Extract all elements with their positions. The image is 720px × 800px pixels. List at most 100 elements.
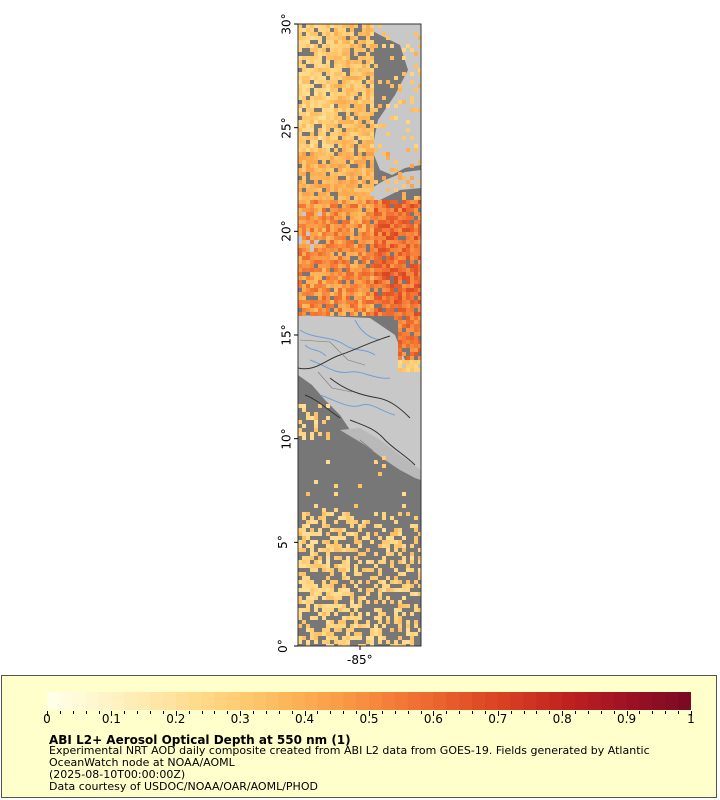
colorbar-minor-tick <box>420 711 422 714</box>
colorbar-segment <box>265 692 280 710</box>
colorbar-minor-tick <box>433 711 435 716</box>
colorbar-minor-tick <box>484 711 486 714</box>
colorbar-segment <box>124 692 138 710</box>
colorbar-minor-tick <box>343 711 345 714</box>
colorbar-minor-tick <box>278 711 280 714</box>
colorbar-segment <box>369 692 383 710</box>
colorbar-minor-tick <box>47 711 48 716</box>
colorbar-minor-tick <box>98 711 100 714</box>
colorbar-minor-tick <box>265 711 267 714</box>
colorbar-minor-tick <box>678 711 680 714</box>
colorbar-segment <box>85 692 100 710</box>
colorbar-minor-tick <box>472 711 474 714</box>
colorbar-tick-label: 0.8 <box>552 712 572 726</box>
colorbar-tick-label: 0.2 <box>166 712 186 726</box>
colorbar-minor-tick <box>137 711 139 714</box>
colorbar-minor-tick <box>691 711 692 716</box>
colorbar-segment <box>59 692 74 710</box>
colorbar-segment <box>472 692 486 710</box>
admin-lines <box>299 339 381 466</box>
colorbar-segment <box>407 692 422 710</box>
colorbar-minor-tick <box>459 711 461 714</box>
colorbar-segment <box>562 692 576 710</box>
aod-map[interactable] <box>0 0 720 672</box>
colorbar-segment <box>420 692 434 710</box>
colorbar-minor-tick <box>175 711 177 716</box>
colorbar-segment <box>394 692 409 710</box>
colorbar-minor-tick <box>85 711 87 714</box>
colorbar-minor-tick <box>510 711 512 714</box>
colorbar-minor-tick <box>497 711 499 716</box>
colorbar-segment <box>291 692 306 710</box>
colorbar-minor-tick <box>369 711 370 716</box>
colorbar-minor-tick <box>665 711 667 714</box>
colorbar-segment <box>381 692 396 710</box>
colorbar-minor-tick <box>253 711 255 714</box>
colorbar-minor-tick <box>150 711 152 714</box>
colorbar-segment <box>317 692 331 710</box>
colorbar-segment <box>613 692 628 710</box>
colorbar-segment <box>188 692 203 710</box>
colorbar-minor-tick <box>600 711 602 714</box>
colorbar-minor-tick <box>381 711 383 714</box>
colorbar-minor-tick <box>549 711 551 714</box>
colorbar-segment <box>162 692 177 710</box>
land-isthmus <box>340 428 421 480</box>
colorbar-minor-tick <box>111 711 113 716</box>
lat-label-30: 30° <box>279 13 294 35</box>
lat-label-15: 15° <box>279 324 294 346</box>
colorbar-tick-label: 1 <box>687 712 695 726</box>
colorbar-segment <box>523 692 538 710</box>
colorbar-segment <box>356 692 370 710</box>
colorbar-segment <box>433 692 447 710</box>
colorbar-minor-tick <box>407 711 409 714</box>
colorbar-segment <box>227 692 241 710</box>
colorbar-minor-tick <box>626 711 628 716</box>
colorbar-segment <box>137 692 151 710</box>
legend-title: ABI L2+ Aerosol Optical Depth at 550 nm … <box>49 733 351 747</box>
lat-label-0: 0° <box>275 639 290 653</box>
map-area: 30° 25° 20° 15° 10° 5° 0° -85° <box>0 0 720 672</box>
colorbar-minor-tick <box>227 711 229 714</box>
colorbar-segment <box>72 692 87 710</box>
colorbar-minor-tick <box>291 711 293 714</box>
lat-label-25: 25° <box>279 117 294 139</box>
colorbar-segment <box>497 692 512 710</box>
colorbar-segment <box>240 692 254 710</box>
colorbar-minor-tick <box>330 711 332 714</box>
colorbar-segment <box>304 692 319 710</box>
colorbar-minor-tick <box>201 711 203 714</box>
lat-label-20: 20° <box>279 220 294 242</box>
lat-label-5: 5° <box>275 535 290 550</box>
colorbar <box>47 692 691 710</box>
colorbar-tick-label: 0.3 <box>230 712 250 726</box>
colorbar-segment <box>150 692 164 710</box>
colorbar-minor-tick <box>72 711 74 714</box>
land-central-america <box>298 315 421 480</box>
colorbar-tick-label: 0.5 <box>359 712 379 726</box>
country-borders <box>298 335 416 466</box>
colorbar-segment <box>201 692 216 710</box>
colorbar-segment <box>639 692 653 710</box>
colorbar-minor-tick <box>523 711 525 714</box>
legend-panel: 0 0.1 0.2 0.3 0.4 0.5 0.6 0.7 0.8 0.9 1 … <box>1 675 717 798</box>
colorbar-minor-tick <box>639 711 641 714</box>
lat-label-10: 10° <box>279 428 294 450</box>
colorbar-tick-label: 0.6 <box>423 712 443 726</box>
aerosol-layer <box>298 24 421 646</box>
colorbar-segment <box>47 692 61 710</box>
legend-credit: Data courtesy of USDOC/NOAA/OAR/AOML/PHO… <box>49 780 318 793</box>
colorbar-minor-tick <box>240 711 242 716</box>
colorbar-minor-tick <box>575 711 577 714</box>
colorbar-segment <box>446 692 460 710</box>
colorbar-segment <box>536 692 550 710</box>
rivers <box>299 319 396 416</box>
colorbar-segment <box>665 692 679 710</box>
colorbar-segment <box>575 692 589 710</box>
colorbar-minor-tick <box>652 711 654 714</box>
colorbar-minor-tick <box>59 711 61 714</box>
colorbar-minor-tick <box>317 711 319 714</box>
colorbar-segment <box>98 692 112 710</box>
colorbar-segment <box>587 692 602 710</box>
colorbar-segment <box>510 692 525 710</box>
